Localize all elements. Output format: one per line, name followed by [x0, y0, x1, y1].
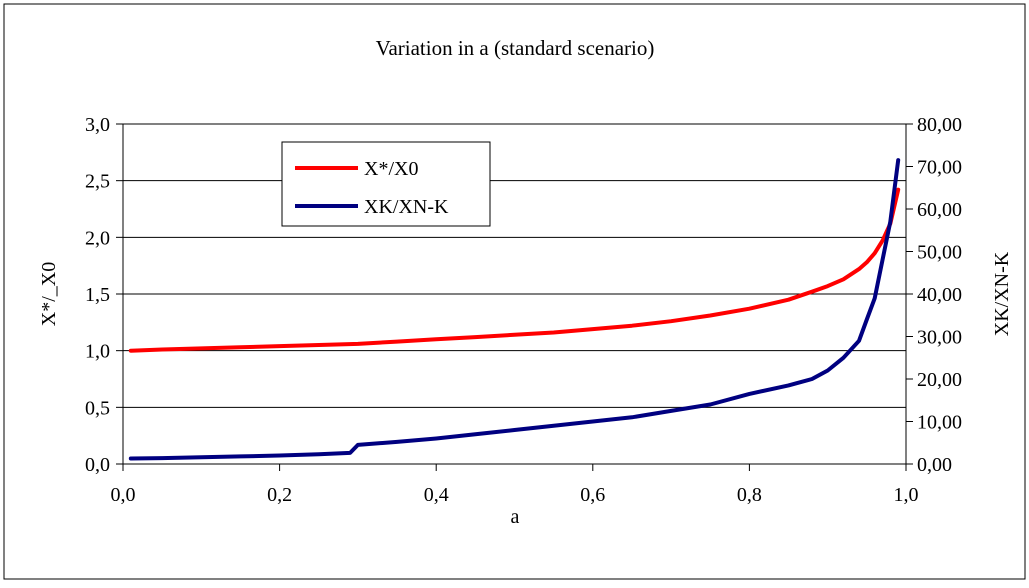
legend-box [281, 141, 491, 227]
y-left-tick-label: 1,5 [85, 284, 110, 306]
gridlines [123, 123, 906, 408]
x-axis-label: a [511, 506, 520, 528]
y-right-tick-label: 70,00 [917, 157, 962, 179]
x-tick-label: 0,6 [580, 484, 605, 506]
x-tick-label: 0,2 [267, 484, 292, 506]
x-tick-label: 0,8 [737, 484, 762, 506]
chart-border [3, 3, 1026, 580]
legend-label-xk-ratio: XK/XN-K [364, 196, 449, 218]
y-right-tick-label: 0,00 [917, 454, 952, 476]
series-line-x-ratio [128, 187, 901, 353]
y-left-tick-label: 2,5 [85, 171, 110, 193]
y-right-tick-label: 50,00 [917, 242, 962, 264]
y-right-tick-label: 20,00 [917, 369, 962, 391]
y-axis-left-label: X*/_X0 [38, 262, 60, 326]
y-left-tick-label: 3,0 [85, 114, 110, 136]
tick-labels: 0,0 0,5 1,0 1,5 2,0 2,5 3,0 0,00 10,00 20,00 30,00… [85, 114, 962, 506]
y-right-tick-label: 10,00 [917, 412, 962, 434]
y-right-tick-label: 40,00 [917, 284, 962, 306]
legend-label-x-ratio: X*/X0 [364, 158, 418, 180]
y-left-tick-label: 2,0 [85, 227, 110, 249]
chart-title: Variation in a (standard scenario) [376, 36, 655, 60]
x-tick-label: 0,4 [424, 484, 449, 506]
x-tick-label: 0,0 [111, 484, 136, 506]
axes [116, 123, 913, 471]
y-right-tick-label: 80,00 [917, 114, 962, 136]
y-right-tick-label: 60,00 [917, 199, 962, 221]
y-axis-right-label: XK/XN-K [991, 251, 1013, 336]
legend: X*/X0 XK/XN-K [281, 141, 491, 227]
y-right-tick-label: 30,00 [917, 327, 962, 349]
series-line-xk-ratio [128, 158, 901, 461]
x-tick-label: 1,0 [894, 484, 919, 506]
y-left-tick-label: 0,5 [85, 397, 110, 419]
series-lines [128, 158, 901, 461]
y-left-tick-label: 1,0 [85, 341, 110, 363]
y-left-tick-label: 0,0 [85, 454, 110, 476]
